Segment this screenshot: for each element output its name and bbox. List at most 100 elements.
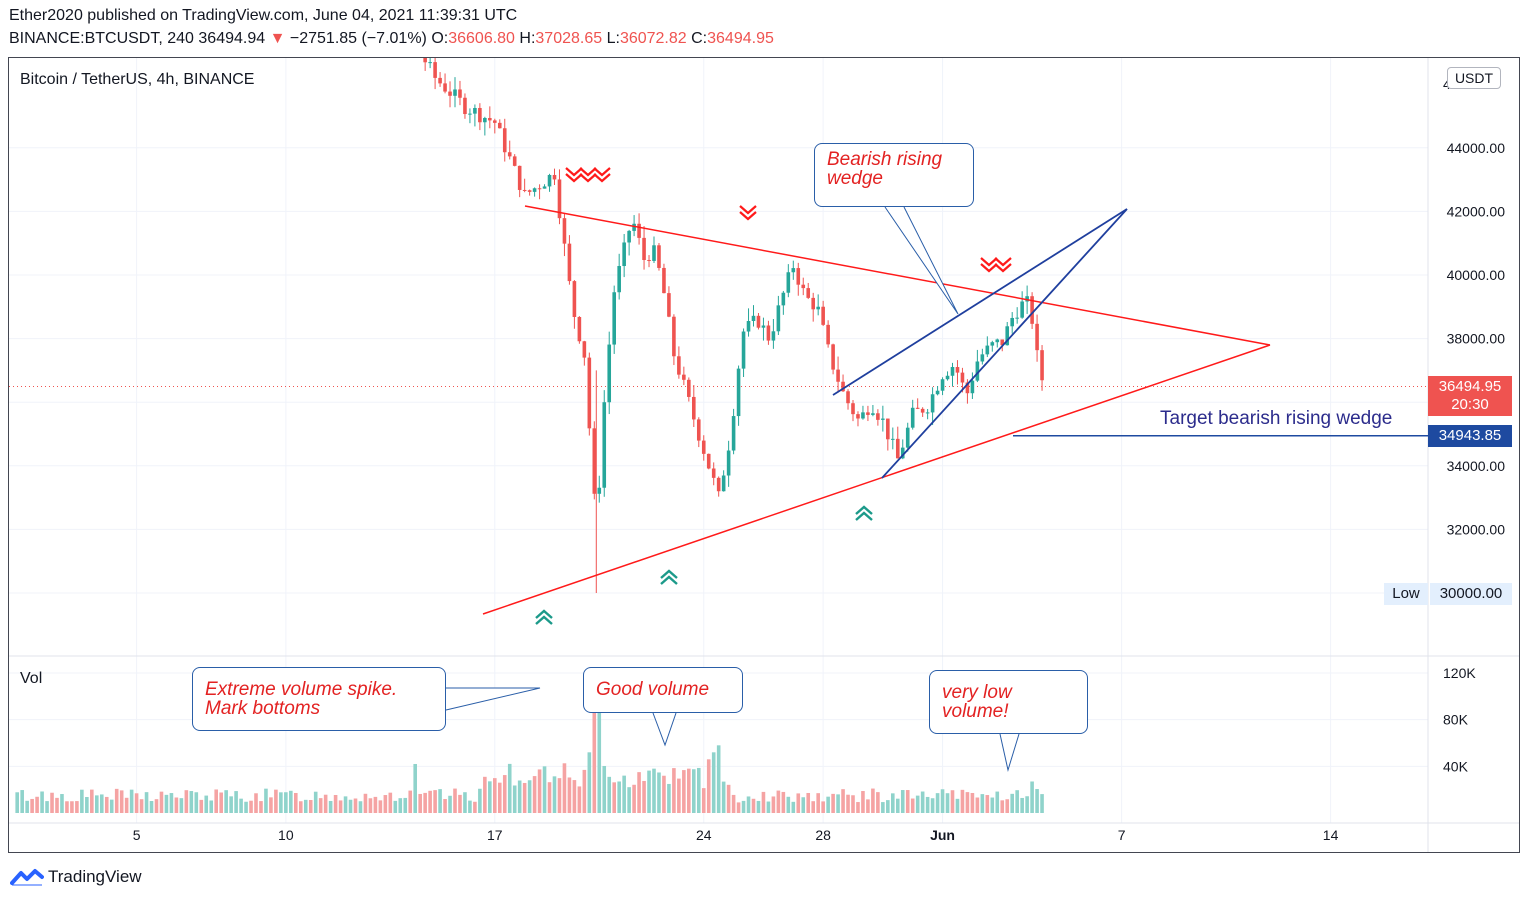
low-label: L:: [606, 30, 620, 47]
price: 36494.94: [198, 30, 266, 47]
candle-body: [478, 107, 482, 123]
volume-bar: [75, 801, 79, 813]
low-value-tag: 30000.00: [1430, 583, 1512, 605]
candle-body: [522, 189, 527, 191]
bearish-chevron-icon: [994, 263, 1012, 273]
symbol-ohlc-line: BINANCE:BTCUSDT, 240 36494.94 ▼ −2751.85…: [9, 30, 774, 48]
volume-bar: [886, 800, 890, 813]
date-tick-label: 28: [815, 827, 831, 843]
candle-body: [905, 427, 910, 448]
candle-body: [781, 292, 786, 306]
candle-body: [463, 97, 467, 115]
currency-badge[interactable]: USDT: [1447, 67, 1501, 89]
footer-brand[interactable]: TradingView: [10, 867, 142, 887]
candle-body: [652, 245, 656, 261]
volume-bar: [801, 797, 806, 813]
candle-body: [527, 190, 532, 192]
candle-body: [547, 174, 552, 187]
chart-frame[interactable]: [8, 57, 1520, 853]
volume-bar: [184, 790, 189, 813]
volume-bar: [791, 801, 796, 813]
volume-bar: [303, 799, 308, 813]
candle-body: [866, 412, 870, 415]
candle-body: [970, 380, 975, 394]
volume-bar: [602, 765, 607, 813]
volume-bar: [174, 797, 179, 813]
candle-body: [776, 305, 781, 332]
volume-bar: [234, 791, 238, 813]
bar-countdown: 20:30: [1451, 396, 1489, 413]
volume-bar: [736, 802, 741, 813]
volume-bar: [1020, 797, 1024, 813]
date-tick-label: 5: [133, 827, 141, 843]
low-value: 36072.82: [619, 30, 687, 47]
volume-bar: [786, 796, 791, 813]
volume-bar: [368, 798, 373, 813]
volume-bar: [512, 785, 517, 813]
candle-body: [627, 230, 631, 243]
volume-bar: [716, 745, 721, 813]
candle-body: [950, 367, 955, 376]
volume-bar: [398, 798, 403, 813]
bearish-chevron-icon: [593, 167, 611, 177]
candle-body: [602, 402, 607, 488]
volume-bar: [179, 798, 184, 813]
triangle-lower-trendline: [482, 344, 1271, 615]
volume-bar: [40, 791, 44, 813]
candle-body: [920, 408, 925, 413]
volume-bar: [647, 770, 651, 813]
volume-bar: [353, 798, 358, 813]
volume-bar: [960, 789, 965, 813]
close-value: 36494.95: [707, 30, 774, 47]
volume-bar: [617, 781, 621, 813]
volume-bar: [129, 789, 134, 813]
candle-body: [677, 356, 681, 375]
candle-body: [552, 174, 557, 180]
volume-bar: [60, 794, 64, 813]
volume-bar: [80, 789, 84, 813]
candle-body: [980, 354, 985, 362]
volume-bar: [597, 710, 602, 813]
volume-bar: [587, 752, 592, 813]
volume-bar: [50, 792, 54, 813]
volume-bar: [1010, 793, 1014, 813]
publish-info: Ether2020 published on TradingView.com, …: [9, 7, 518, 24]
volume-bar: [35, 796, 39, 813]
volume-bar: [507, 763, 512, 813]
volume-bar: [527, 780, 532, 813]
volume-bar: [945, 793, 950, 813]
candle-body: [1040, 350, 1044, 381]
volume-bar: [15, 792, 19, 813]
candle-body: [821, 306, 825, 325]
candle-body: [975, 361, 980, 381]
volume-bar: [1000, 800, 1005, 813]
volume-bar: [721, 781, 726, 813]
volume-bar: [622, 775, 626, 813]
candle-body: [497, 122, 502, 129]
volume-bar: [662, 775, 666, 813]
candle-body: [935, 390, 940, 395]
volume-bar: [746, 796, 751, 813]
extreme-volume-callout: Extreme volume spike. Mark bottoms: [192, 667, 446, 731]
volume-bar: [219, 792, 223, 813]
candle-body: [871, 413, 875, 415]
volume-bar: [249, 800, 253, 813]
price-tick-label: 38000.00: [1447, 331, 1506, 347]
wedge-callout-pointer: [884, 206, 959, 315]
candle-body: [881, 418, 885, 420]
volume-bar: [493, 778, 497, 813]
bullish-chevron-icon: [660, 575, 678, 585]
candle-body: [756, 315, 761, 328]
volume-bar: [522, 782, 527, 813]
volume-bar: [20, 790, 24, 813]
volume-bar: [841, 789, 845, 813]
volume-bar: [119, 790, 124, 813]
volume-bar: [418, 793, 422, 813]
candle-body: [647, 259, 651, 261]
candle-body: [861, 412, 865, 419]
volume-bar: [756, 800, 761, 813]
volume-bar: [876, 792, 880, 813]
volume-bar: [328, 800, 333, 813]
change: −2751.85 (−7.01%): [289, 30, 427, 47]
